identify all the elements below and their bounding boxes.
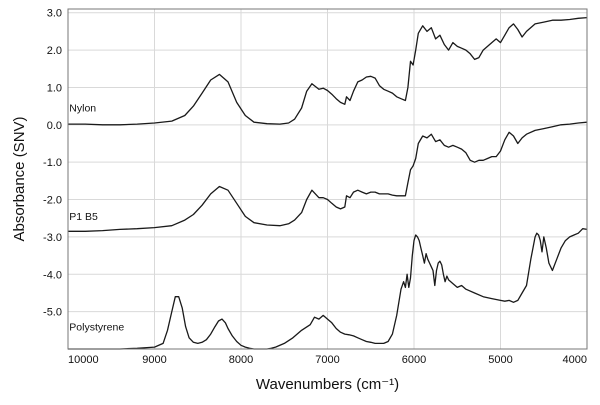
x-tick-labels: 10000 9000 8000 7000 6000 5000 4000 [68, 354, 587, 366]
series-lines [68, 16, 588, 350]
y-tick-label: 0.0 [47, 120, 62, 132]
plot-frame [67, 8, 588, 350]
x-tick-label: 4000 [563, 354, 587, 366]
y-tick-label: 1.0 [47, 82, 62, 94]
y-tick-label: -5.0 [43, 307, 62, 319]
x-tick-label: 10000 [68, 354, 99, 366]
y-tick-label: -3.0 [43, 232, 62, 244]
x-tick-label: 9000 [142, 354, 166, 366]
series-line-p1-b5 [68, 121, 588, 232]
x-tick-label: 8000 [229, 354, 253, 366]
x-axis-label: Wavenumbers (cm⁻¹) [256, 376, 399, 393]
series-line-polystyrene [68, 228, 588, 350]
y-tick-label: 3.0 [47, 8, 62, 20]
y-tick-label: -2.0 [43, 195, 62, 207]
series-labels: Nylon P1 B5 Polystyrene [69, 103, 124, 334]
y-tick-label: -1.0 [43, 157, 62, 169]
y-tick-labels: 3.0 2.0 1.0 0.0 -1.0 -2.0 -3.0 -4.0 -5.0 [43, 8, 62, 319]
series-label-p1-b5: P1 B5 [69, 211, 98, 223]
x-tick-label: 7000 [315, 354, 339, 366]
y-tick-label: -4.0 [43, 269, 62, 281]
y-tick-label: 2.0 [47, 45, 62, 57]
x-tick-label: 5000 [488, 354, 512, 366]
y-axis-label: Absorbance (SNV) [11, 116, 28, 241]
gridlines [67, 9, 588, 349]
series-label-nylon: Nylon [69, 103, 96, 115]
series-line-nylon [68, 16, 588, 126]
x-tick-label: 6000 [402, 354, 426, 366]
series-label-polystyrene: Polystyrene [69, 321, 124, 333]
